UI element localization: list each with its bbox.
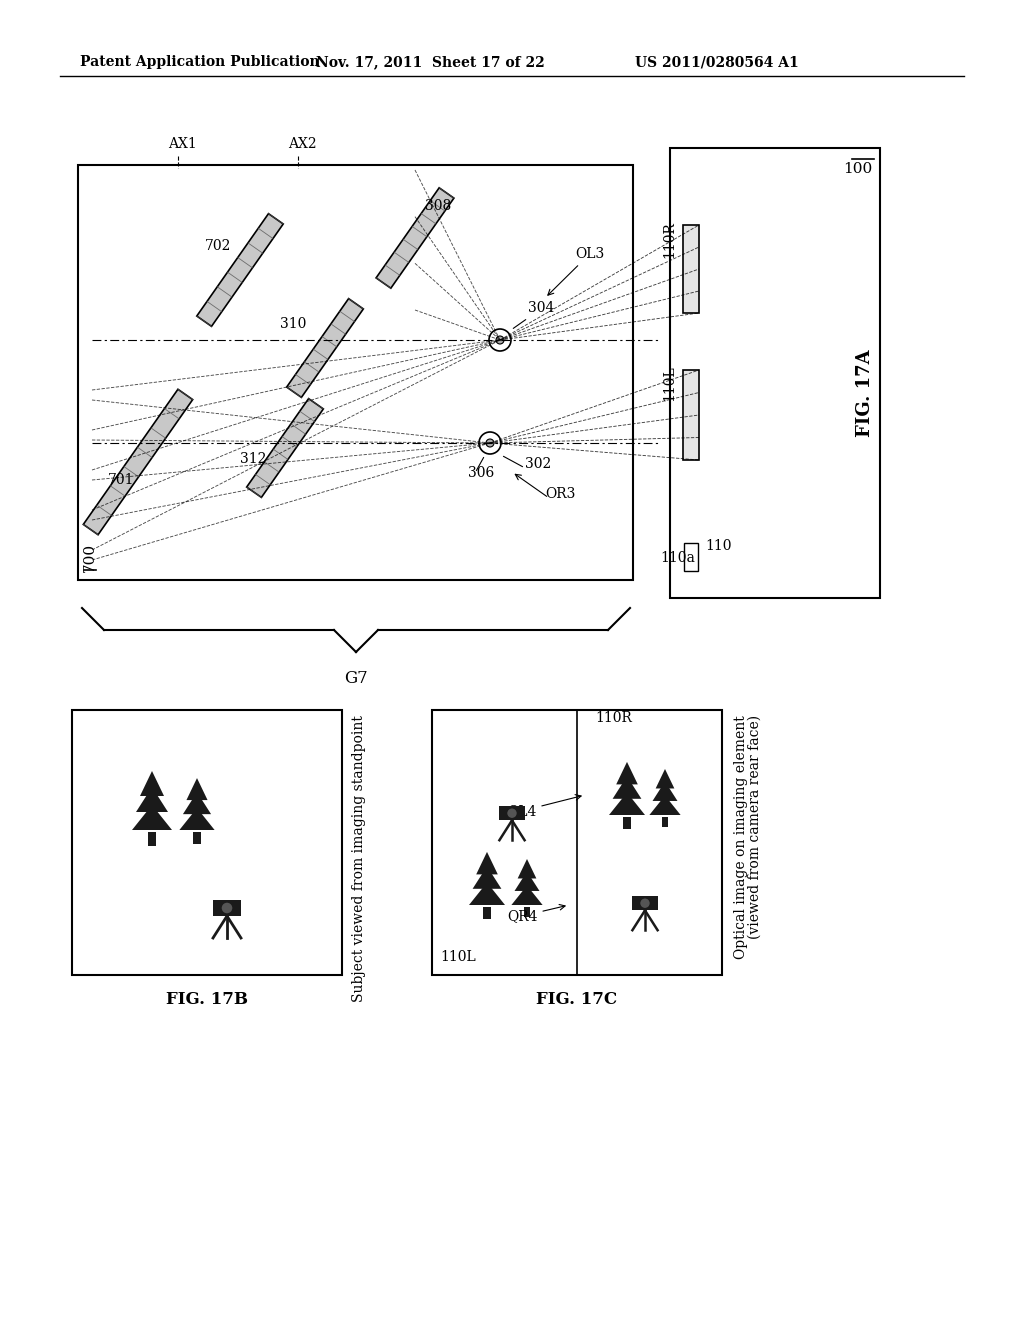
Polygon shape [612, 776, 641, 799]
Text: 110L: 110L [440, 950, 476, 964]
Text: QR4: QR4 [507, 904, 565, 923]
Text: Nov. 17, 2011  Sheet 17 of 22: Nov. 17, 2011 Sheet 17 of 22 [315, 55, 545, 69]
Polygon shape [609, 792, 645, 814]
Bar [148, 832, 156, 846]
Text: 100: 100 [843, 162, 872, 176]
Polygon shape [514, 871, 540, 891]
Text: G7: G7 [344, 671, 368, 686]
Polygon shape [136, 787, 168, 812]
Text: QL4: QL4 [507, 795, 581, 818]
Polygon shape [616, 762, 638, 784]
Text: 701: 701 [108, 473, 134, 487]
Bar [483, 907, 490, 920]
Text: 702: 702 [205, 239, 231, 253]
Text: 312: 312 [240, 451, 266, 466]
Polygon shape [655, 770, 675, 788]
Bar [194, 832, 201, 843]
Text: OR3: OR3 [545, 487, 575, 502]
Text: OL3: OL3 [548, 247, 604, 296]
Polygon shape [140, 771, 164, 796]
Bar [78, 165, 633, 579]
Bar [662, 817, 668, 828]
Text: Subject viewed from imaging standpoint: Subject viewed from imaging standpoint [352, 715, 366, 1002]
Text: FIG. 17B: FIG. 17B [166, 991, 248, 1008]
Polygon shape [649, 796, 681, 814]
Text: 302: 302 [525, 457, 551, 471]
Circle shape [640, 898, 650, 908]
Text: 304: 304 [528, 301, 554, 315]
Bar [72, 710, 342, 975]
Polygon shape [469, 883, 505, 906]
Polygon shape [652, 781, 678, 801]
Circle shape [496, 337, 504, 345]
Text: 308: 308 [425, 199, 452, 213]
Polygon shape [247, 399, 324, 498]
Text: 110R: 110R [595, 711, 632, 725]
Polygon shape [476, 851, 498, 874]
Bar [524, 907, 530, 917]
Polygon shape [197, 214, 284, 326]
Polygon shape [179, 808, 215, 830]
Bar [684, 543, 698, 572]
Polygon shape [83, 389, 193, 535]
Bar [500, 807, 524, 821]
Polygon shape [183, 792, 211, 814]
Circle shape [489, 329, 511, 351]
Text: FIG. 17C: FIG. 17C [537, 991, 617, 1008]
Polygon shape [186, 777, 208, 800]
Text: 110a: 110a [660, 550, 695, 565]
Text: 700: 700 [83, 543, 97, 572]
Polygon shape [287, 298, 364, 397]
Circle shape [486, 440, 494, 447]
Text: 306: 306 [468, 466, 495, 480]
Text: AX1: AX1 [168, 137, 197, 150]
Bar [683, 224, 699, 313]
Polygon shape [376, 187, 454, 288]
Polygon shape [132, 805, 172, 830]
Text: US 2011/0280564 A1: US 2011/0280564 A1 [635, 55, 799, 69]
Bar [624, 817, 631, 829]
Circle shape [507, 808, 517, 818]
Text: 110: 110 [705, 539, 731, 553]
Text: AX2: AX2 [288, 137, 316, 150]
Text: Patent Application Publication: Patent Application Publication [80, 55, 319, 69]
Bar [683, 370, 699, 459]
Text: 110L: 110L [662, 366, 676, 401]
Text: 310: 310 [280, 317, 306, 331]
Bar [670, 148, 880, 598]
Polygon shape [518, 859, 537, 879]
Text: FIG. 17A: FIG. 17A [856, 350, 874, 437]
Text: Optical image on imaging element: Optical image on imaging element [734, 715, 748, 958]
Bar [432, 710, 722, 975]
Circle shape [479, 432, 501, 454]
Bar [633, 896, 657, 911]
Polygon shape [473, 866, 502, 888]
Text: 110R: 110R [662, 222, 676, 257]
Bar [213, 900, 241, 916]
Polygon shape [511, 886, 543, 906]
Text: (viewed from camera rear face): (viewed from camera rear face) [748, 715, 762, 939]
Circle shape [221, 902, 233, 913]
